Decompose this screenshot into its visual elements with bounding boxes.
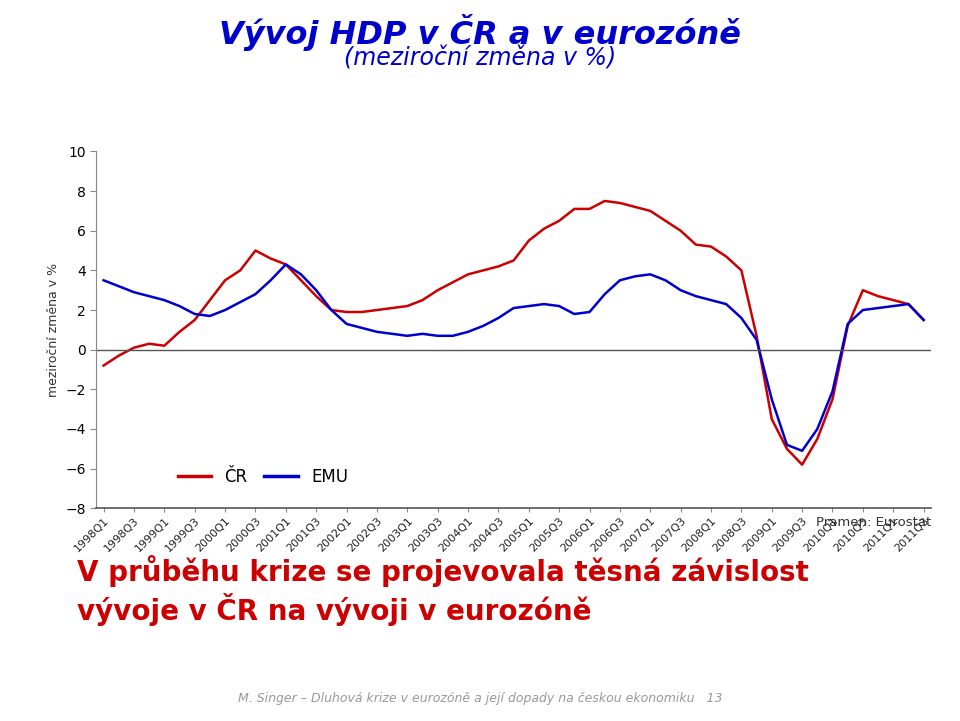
Y-axis label: meziroční změna v %: meziroční změna v % [46, 262, 60, 397]
Text: (meziroční změna v %): (meziroční změna v %) [344, 47, 616, 71]
Text: Vývoj HDP v ČR a v eurozóně: Vývoj HDP v ČR a v eurozóně [219, 14, 741, 51]
Legend: ČR, EMU: ČR, EMU [171, 461, 354, 493]
Text: Pramen: Eurostat: Pramen: Eurostat [816, 516, 931, 528]
Text: M. Singer – Dluhová krize v eurozóně a její dopady na českou ekonomiku   13: M. Singer – Dluhová krize v eurozóně a j… [238, 692, 722, 705]
Text: V průběhu krize se projevovala těsná závislost
vývoje v ČR na vývoji v eurozóně: V průběhu krize se projevovala těsná záv… [77, 555, 808, 626]
